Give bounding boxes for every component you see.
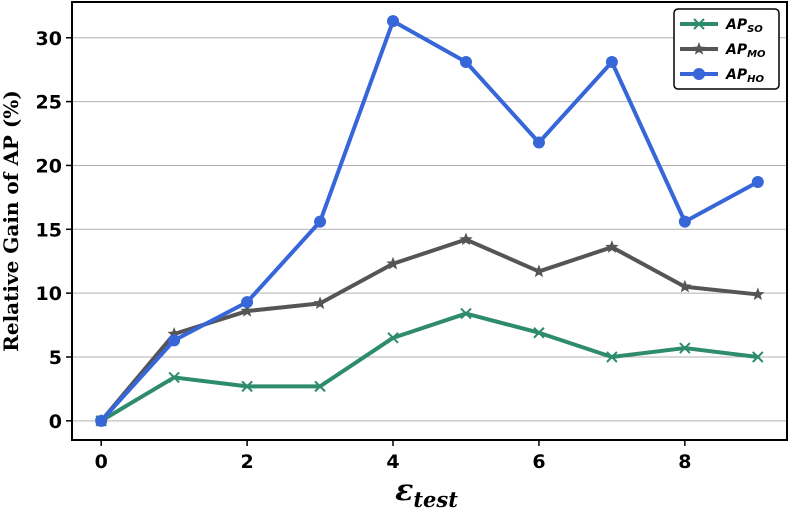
- y-tick-label: 30: [36, 28, 62, 50]
- data-point-marker: [240, 304, 254, 317]
- series-line: [99, 237, 759, 423]
- data-point-marker: [678, 279, 692, 293]
- x-tick-label: 6: [532, 451, 545, 473]
- data-point-marker: [313, 296, 327, 310]
- legend-item-mo: APMO: [680, 42, 766, 60]
- x-tick-label: 2: [240, 451, 253, 473]
- data-point-marker: [751, 176, 764, 189]
- series-so: [95, 307, 764, 427]
- y-axis-title: Relative Gain of AP (%): [0, 90, 23, 352]
- x-axis-title: εtest: [395, 473, 458, 510]
- data-point-marker: [693, 18, 705, 30]
- data-point-marker: [678, 215, 691, 228]
- series-ho: [95, 15, 764, 427]
- series-line: [99, 19, 759, 423]
- x-axis-ticks: 0 2 4 6 8: [95, 440, 691, 473]
- data-point-marker: [95, 414, 108, 427]
- data-point-marker: [314, 215, 327, 228]
- data-point-marker: [387, 332, 399, 344]
- data-point-marker: [459, 56, 472, 69]
- legend-item-ho: APHO: [680, 67, 764, 85]
- y-tick-label: 20: [36, 155, 62, 177]
- data-point-marker: [606, 351, 618, 363]
- y-tick-label: 5: [49, 347, 62, 369]
- plot-frame: [71, 1, 788, 441]
- data-point-marker: [679, 342, 691, 354]
- x-tick-label: 0: [95, 451, 108, 473]
- data-point-marker: [532, 136, 545, 149]
- data-point-marker: [693, 68, 705, 80]
- y-tick-label: 0: [49, 411, 62, 433]
- legend-item-so: APSO: [680, 17, 763, 35]
- x-axis-title-main: ε: [395, 473, 413, 508]
- data-point-marker: [241, 380, 253, 393]
- series-line: [100, 311, 759, 423]
- data-point-marker: [533, 327, 545, 339]
- grid-lines: [72, 37, 787, 422]
- series-layer: [94, 15, 765, 427]
- data-point-marker: [532, 264, 546, 278]
- x-axis-title-sub: test: [413, 487, 458, 510]
- data-point-marker: [751, 287, 765, 301]
- data-point-marker: [460, 307, 472, 320]
- legend: APSO APMO APHO: [673, 8, 780, 90]
- y-tick-label: 10: [36, 283, 62, 305]
- y-axis-ticks: 0 5 10 15 20 25 30: [36, 28, 72, 433]
- x-tick-label: 4: [386, 451, 399, 473]
- data-point-marker: [168, 371, 180, 384]
- data-point-marker: [241, 296, 254, 309]
- legend-label: APHO: [725, 67, 764, 85]
- x-tick-label: 8: [678, 451, 691, 473]
- data-point-marker: [605, 56, 618, 69]
- data-point-marker: [386, 256, 400, 270]
- data-point-marker: [605, 240, 619, 253]
- legend-label: APMO: [725, 42, 766, 60]
- y-tick-label: 25: [36, 92, 62, 114]
- data-point-marker: [168, 334, 181, 347]
- data-point-marker: [314, 380, 326, 393]
- data-point-marker: [752, 351, 764, 363]
- data-point-marker: [459, 232, 473, 246]
- legend-label: APSO: [725, 17, 763, 35]
- y-tick-label: 15: [36, 219, 62, 241]
- data-point-marker: [692, 42, 706, 55]
- data-point-marker: [167, 327, 181, 340]
- data-point-marker: [387, 15, 400, 28]
